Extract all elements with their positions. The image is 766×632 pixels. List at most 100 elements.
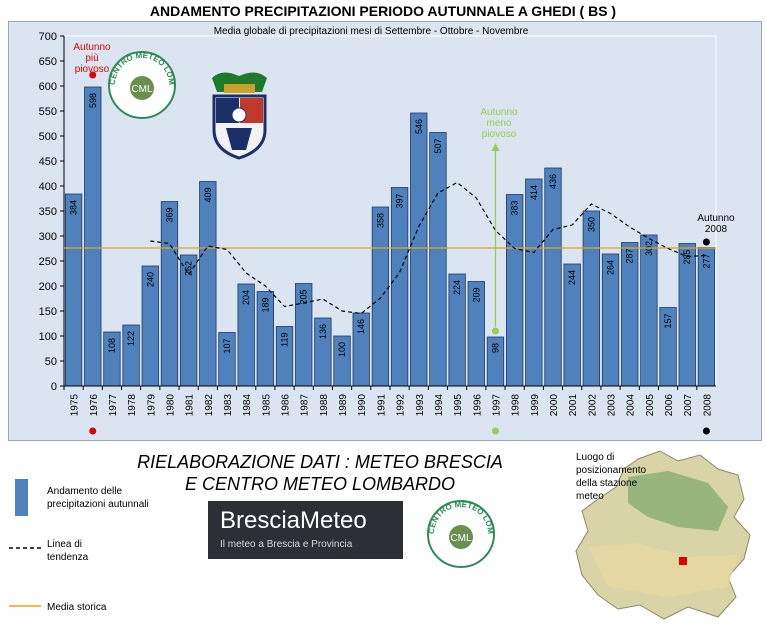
bar-value-label: 107 — [222, 339, 232, 354]
x-tick-label: 1985 — [261, 394, 272, 417]
bar — [371, 206, 390, 387]
annotation-arrowhead — [491, 143, 500, 151]
x-tick-label: 1978 — [127, 394, 138, 417]
bar-value-label: 136 — [318, 324, 328, 339]
annotation-text: meno — [486, 118, 511, 129]
lombardy-map — [575, 450, 751, 620]
bar — [64, 193, 83, 387]
annotation-marker — [702, 238, 710, 246]
brescia-meteo-brand: BresciaMeteo — [220, 507, 367, 534]
annotation-text: Autunno — [480, 107, 518, 118]
x-tick-label: 1993 — [415, 394, 426, 417]
bar-value-label: 119 — [280, 333, 290, 347]
bar-value-label: 414 — [529, 185, 539, 200]
x-tick-label: 2007 — [683, 394, 694, 417]
bar-value-label: 122 — [126, 331, 136, 346]
brescia-meteo-logo: BresciaMeteo Il meteo a Brescia e Provin… — [208, 501, 403, 559]
x-tick-label: 1983 — [223, 394, 234, 417]
x-tick-label: 2008 — [702, 394, 713, 417]
x-tick-label: 1984 — [242, 394, 253, 417]
bar-value-label: 383 — [510, 201, 520, 216]
legend-trend-swatch — [9, 547, 41, 549]
legend-bar-swatch — [15, 479, 28, 516]
bar-value-label: 350 — [586, 217, 596, 232]
bar — [640, 234, 658, 387]
x-tick-label: 1991 — [376, 394, 387, 417]
x-tick-label: 1990 — [357, 394, 368, 417]
coat-of-arms-logo — [212, 72, 267, 160]
bar — [429, 132, 447, 387]
trend-path — [150, 181, 707, 315]
chart-title: ANDAMENTO PRECIPITAZIONI PERIODO AUTUNNA… — [149, 3, 617, 19]
bar — [544, 167, 562, 387]
annotation-text: Autunno — [697, 213, 735, 224]
annotation-axis-marker — [702, 427, 710, 435]
x-tick-label: 1979 — [146, 394, 157, 417]
bar-value-label: 189 — [260, 298, 270, 313]
y-tick-label: 100 — [39, 331, 57, 343]
y-tick-label: 450 — [39, 156, 57, 168]
annotation-axis-marker — [89, 427, 97, 435]
y-axis: 0 50 100 150 200 250 300 350 400 450 500 550 600 650 7… — [39, 31, 65, 393]
chart-panel: Media globale di precipitazioni mesi di … — [8, 21, 762, 441]
bar — [582, 210, 600, 387]
svg-text:CML: CML — [131, 84, 153, 95]
x-tick-label: 1980 — [165, 394, 176, 417]
centro-meteo-lombardo-logo-bottom: CENTRO METEO LOMBARDO CML — [424, 497, 495, 568]
annotation-marker — [89, 71, 97, 79]
bar-value-label: 264 — [606, 260, 616, 275]
centro-meteo-lombardo-logo: CENTRO METEO LOMBARDO CML — [105, 48, 176, 119]
bar — [160, 201, 179, 387]
legend-bar-label: Andamento delle precipitazioni autunnali — [47, 486, 149, 510]
bar-value-label: 397 — [395, 194, 405, 209]
y-tick-label: 350 — [39, 206, 57, 218]
annotation-text: 2008 — [705, 224, 728, 235]
bar-value-label: 507 — [433, 139, 443, 154]
bar-value-label: 240 — [145, 272, 155, 287]
y-tick-label: 200 — [39, 281, 57, 293]
elaboration-credit: RIELABORAZIONE DATI : METEO BRESCIA E CE… — [105, 451, 535, 495]
bar-value-label: 98 — [490, 343, 500, 353]
x-tick-label: 1992 — [396, 394, 407, 417]
x-tick-label: 1976 — [89, 394, 100, 417]
bar — [525, 178, 543, 387]
elaboration-line-1: RIELABORAZIONE DATI : METEO BRESCIA — [137, 452, 503, 472]
x-tick-label: 2001 — [568, 394, 579, 417]
y-tick-label: 550 — [39, 106, 57, 118]
x-tick-label: 2005 — [645, 394, 656, 417]
x-tick-label: 2003 — [607, 394, 618, 417]
bar-value-label: 209 — [471, 288, 481, 303]
x-tick-label: 1987 — [300, 394, 311, 417]
x-tick-label: 1986 — [281, 394, 292, 417]
legend-mean-swatch — [9, 605, 41, 607]
bar — [390, 187, 409, 387]
x-axis: 1975 1976 1977 1978 1979 1980 1981 1982 1983 1984… — [63, 385, 716, 417]
bar-value-label: 358 — [375, 213, 385, 228]
bar-value-label: 409 — [203, 188, 213, 203]
bar-value-label: 598 — [88, 93, 98, 108]
map-caption: Luogo di posizionamento della stazione m… — [576, 452, 647, 502]
x-tick-label: 1998 — [511, 394, 522, 417]
y-tick-label: 300 — [39, 231, 57, 243]
bar — [199, 181, 217, 387]
y-tick-label: 650 — [39, 56, 57, 68]
x-tick-label: 2002 — [587, 394, 598, 417]
bar-value-label: 224 — [452, 280, 462, 295]
x-tick-label: 1994 — [434, 394, 445, 417]
chart-subtitle: Media globale di precipitazioni mesi di … — [214, 26, 529, 37]
bar-value-label: 157 — [663, 314, 673, 329]
bar — [410, 112, 428, 387]
x-tick-label: 1982 — [204, 394, 215, 417]
bar-value-label: 287 — [625, 249, 635, 264]
bar-value-label: 369 — [164, 208, 174, 223]
bar-value-label: 108 — [107, 338, 117, 353]
brescia-meteo-tagline: Il meteo a Brescia e Provincia — [220, 539, 353, 550]
chart-svg: Media globale di precipitazioni mesi di … — [39, 26, 735, 435]
annotation-text: piovoso — [482, 129, 517, 140]
x-tick-label: 1977 — [108, 394, 119, 417]
annotation-marker — [491, 327, 499, 335]
annotation-axis-marker — [491, 427, 499, 435]
x-tick-label: 1975 — [70, 394, 81, 417]
y-tick-label: 700 — [39, 31, 57, 43]
chart-annotations: AutunnopiùpiovosoAutunnomenopiovosoAutun… — [73, 42, 735, 435]
